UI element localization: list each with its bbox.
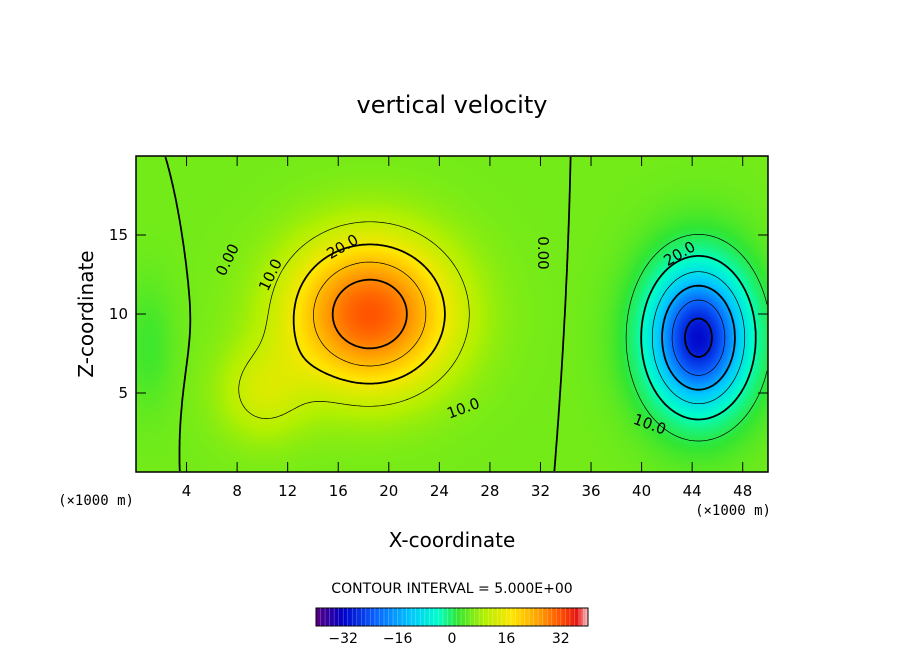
contour-level (661, 284, 736, 391)
colorbar-ticks: −32 −16 0 16 32 (328, 631, 569, 647)
colorbar-tick-label: −32 (328, 631, 358, 647)
x-tick-label: 40 (632, 482, 651, 500)
x-axis: 4 8 12 16 20 24 28 32 36 40 44 48 (182, 156, 752, 500)
contour-level (292, 243, 446, 385)
contour-level (625, 234, 768, 442)
x-tick-label: 4 (182, 482, 192, 500)
x-tick-label: 8 (232, 482, 242, 500)
contour-level (313, 261, 427, 367)
x-tick-label: 20 (379, 482, 398, 500)
x-unit-left: (×1000 m) (58, 493, 134, 509)
x-tick-label: 16 (329, 482, 348, 500)
contour-level (164, 156, 572, 472)
colorbar-gradient (315, 607, 589, 627)
contour-level (651, 271, 746, 405)
colorbar-stripes (320, 608, 584, 626)
velocity-field (136, 156, 768, 472)
x-tick-label: 48 (733, 482, 752, 500)
y-tick-label: 10 (109, 305, 128, 323)
y-tick-label: 15 (109, 226, 128, 244)
contour-level (238, 221, 470, 419)
colorbar-tick-label: 16 (497, 631, 515, 647)
colorbar-tick-label: 32 (552, 631, 570, 647)
x-unit-right: (×1000 m) (695, 503, 771, 519)
x-tick-label: 12 (278, 482, 297, 500)
x-tick-label: 36 (581, 482, 600, 500)
contour-level (671, 299, 726, 376)
contour-label: 0.00 (534, 236, 552, 269)
y-tick-label: 5 (118, 384, 128, 402)
contour-level (684, 317, 713, 358)
contour-level (640, 255, 757, 421)
colorbar: −32 −16 0 16 32 (315, 607, 589, 647)
x-tick-label: 24 (430, 482, 449, 500)
x-tick-label: 32 (531, 482, 550, 500)
colorbar-tick-label: −16 (383, 631, 413, 647)
x-axis-label: X-coordinate (389, 528, 516, 552)
y-axis-label: Z-coordinate (74, 250, 98, 377)
colorbar-tick-label: 0 (448, 631, 457, 647)
chart-title: vertical velocity (357, 91, 548, 119)
contour-level (331, 278, 408, 350)
contour-interval-note: CONTOUR INTERVAL = 5.000E+00 (331, 581, 572, 597)
x-tick-label: 44 (683, 482, 702, 500)
contour-lines (164, 156, 768, 472)
y-axis: 5 10 15 (109, 226, 768, 402)
x-tick-label: 28 (480, 482, 499, 500)
